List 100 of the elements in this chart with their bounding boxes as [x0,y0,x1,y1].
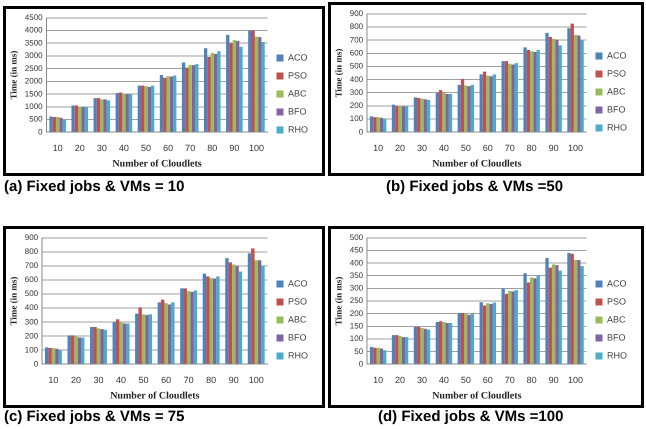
bar [55,348,58,364]
bar [420,328,424,364]
x-tick-label: 90 [229,143,240,154]
bar [514,290,518,364]
bar [141,86,144,132]
bar [442,92,446,132]
y-tick-label: 100 [24,345,39,354]
bar [90,326,94,364]
bar [202,274,206,364]
bar [577,260,580,364]
bar [216,276,220,364]
bar [126,323,130,364]
bar [504,61,508,132]
y-tick-label: 700 [350,35,364,44]
bar [74,106,78,132]
bar [370,347,374,364]
legend-label: BFO [607,332,626,342]
bar [395,335,398,364]
bar [504,294,508,364]
bar [96,98,100,132]
bar [122,94,126,132]
bar [261,42,265,132]
bar [144,86,148,132]
bar [370,116,374,132]
bar [533,278,537,364]
y-tick-label: 200 [350,308,364,318]
bar [380,118,384,132]
bar [482,72,486,132]
x-tick-label: 80 [526,375,537,386]
y-tick-label: 0 [38,127,44,136]
bar [420,98,424,132]
y-tick-label: 900 [24,233,39,242]
bar [128,94,132,132]
bar [135,314,138,364]
legend-label: RHO [607,122,627,132]
bar [52,116,56,132]
y-tick-label: 1500 [24,89,44,98]
x-tick-label: 30 [416,375,427,386]
bar [417,326,420,364]
x-tick-label: 20 [74,143,85,154]
x-tick-label: 30 [96,143,107,154]
bar [210,52,214,132]
text: (b) Fixed jobs & VMs =50 [386,178,564,195]
bar [548,268,552,364]
y-tick-label: 450 [350,246,364,255]
bar [424,328,427,364]
bar [206,276,210,364]
x-tick-label: 80 [206,375,216,386]
y-tick-label: 0 [358,359,364,368]
legend-label: BFO [288,106,307,116]
bar [438,90,442,132]
bar [458,84,461,132]
x-tick-label: 10 [52,143,63,154]
legend-label: RHO [288,350,308,360]
x-tick-label: 20 [395,143,406,154]
bar [106,100,110,132]
bar [395,106,398,132]
legend-label: ABC [607,314,626,324]
bar [161,300,164,364]
bar [552,264,556,364]
bar [138,307,142,364]
legend-label: ACO [288,278,308,288]
y-tick-label: 4500 [24,13,44,22]
bar [398,106,402,132]
legend-label: PSO [607,296,626,306]
bar [186,291,190,364]
x-tick-label: 70 [185,143,196,154]
bar [460,313,464,364]
legend-label: BFO [288,332,307,342]
bar [166,76,170,132]
bar [214,54,218,132]
bar [555,39,559,132]
bar [254,36,258,132]
bar [70,335,74,364]
y-tick-label: 3500 [24,38,44,48]
bar [194,290,198,364]
y-axis-title: Time (in ms) [8,276,19,326]
bar [402,106,405,132]
bar [438,321,442,364]
bar [404,337,408,364]
bar [228,262,232,364]
y-tick-label: 800 [350,22,364,32]
bar [148,86,151,132]
bar [446,94,449,132]
bar [436,322,439,364]
bar [489,304,493,364]
bar [104,330,107,364]
x-tick-label: 50 [140,143,152,154]
legend-label: ABC [288,88,308,98]
bar [392,335,396,364]
bar [567,28,571,132]
x-tick-label: 10 [48,375,58,386]
x-tick-label: 60 [161,375,172,386]
bar [530,51,534,132]
bar [580,40,584,132]
bar [59,118,63,132]
bar [93,326,97,364]
bar [464,86,468,132]
bar [173,76,176,132]
bar [373,348,376,364]
